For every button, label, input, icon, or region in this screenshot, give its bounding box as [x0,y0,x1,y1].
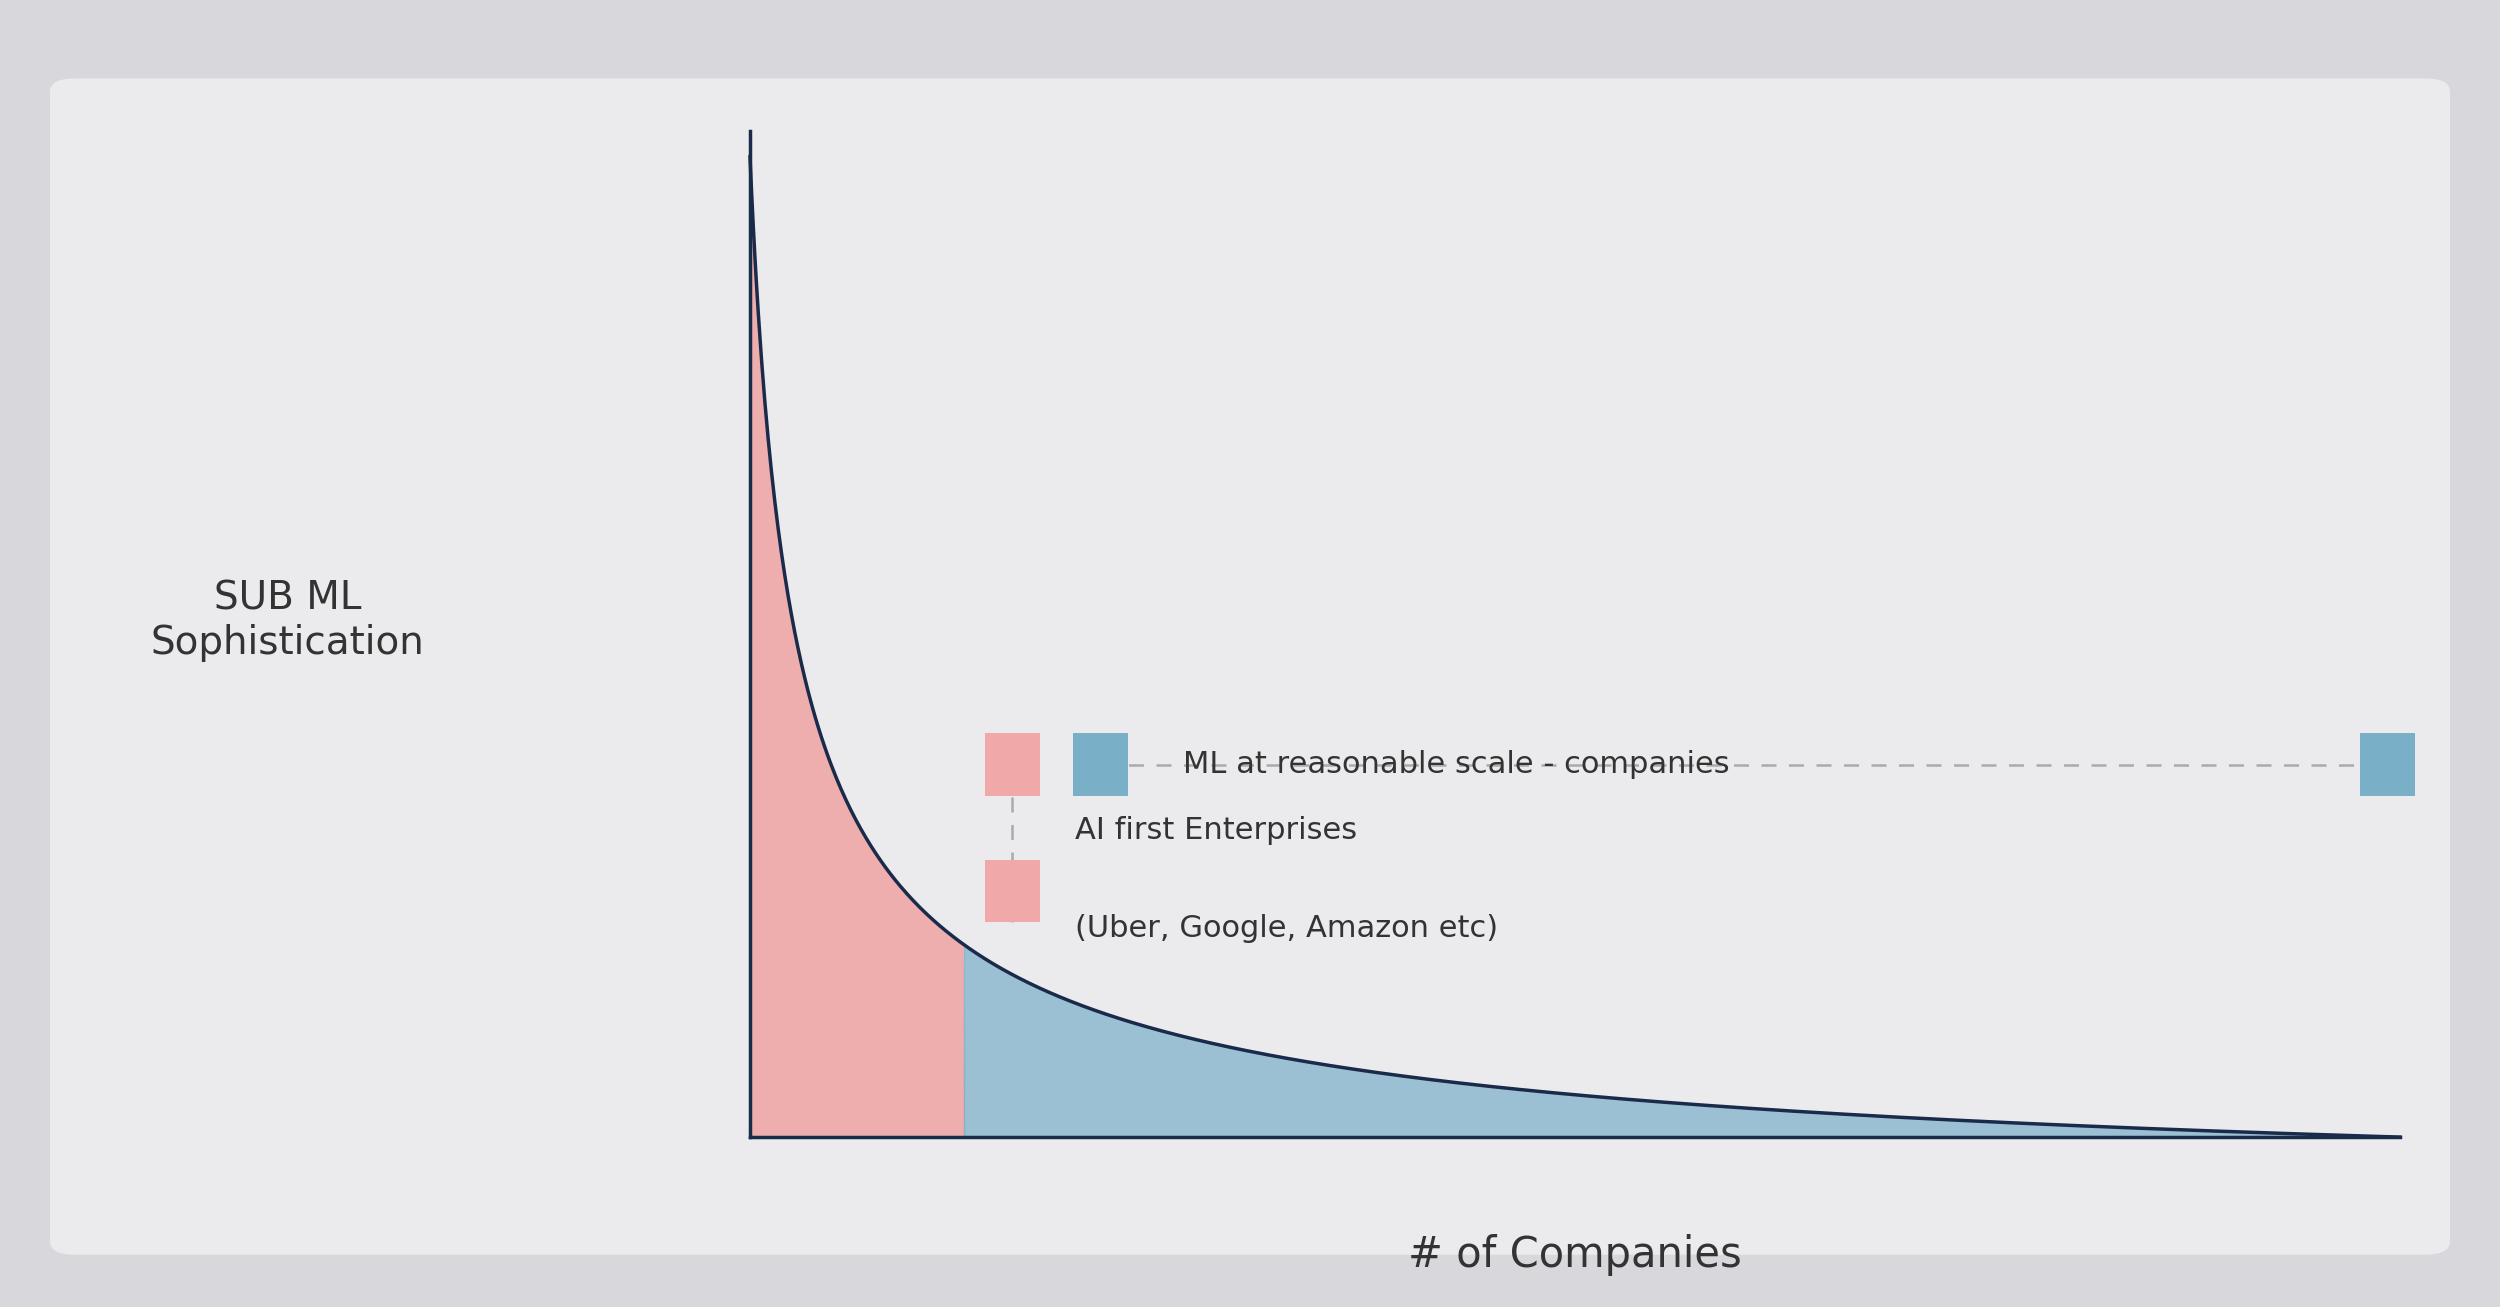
Polygon shape [750,157,965,1137]
Text: (Uber, Google, Amazon etc): (Uber, Google, Amazon etc) [1075,915,1498,944]
FancyBboxPatch shape [50,78,2450,1255]
Text: ML at reasonable scale - companies: ML at reasonable scale - companies [1182,750,1730,779]
Polygon shape [965,945,2400,1137]
FancyBboxPatch shape [985,860,1040,923]
FancyBboxPatch shape [985,733,1040,796]
FancyBboxPatch shape [2360,733,2415,796]
FancyBboxPatch shape [1072,733,1128,796]
Text: SUB ML
Sophistication: SUB ML Sophistication [150,580,425,661]
Text: AI first Enterprises: AI first Enterprises [1075,817,1358,846]
Text: # of Companies: # of Companies [1407,1234,1742,1276]
